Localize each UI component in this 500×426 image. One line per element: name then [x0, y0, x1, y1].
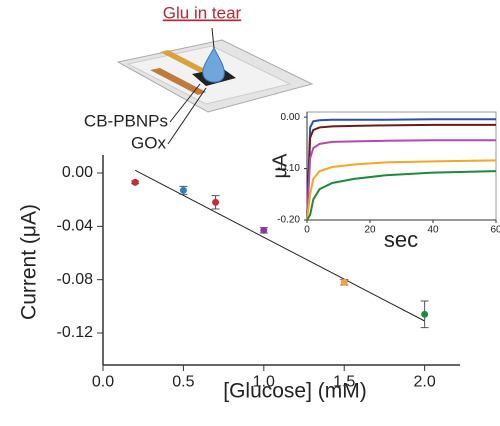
x-tick-label: 60: [490, 225, 500, 236]
device-illustration: [116, 27, 314, 145]
callout-line: [169, 83, 201, 123]
annotation: Glu in tear: [163, 3, 242, 22]
data-point: [212, 198, 220, 206]
x-tick-label: 0.0: [92, 373, 114, 390]
y-tick-label: 0.00: [62, 164, 93, 181]
line-series: [306, 170, 497, 221]
y-tick-label: -0.12: [57, 324, 94, 341]
x-axis-title: [Glucose] (mM): [223, 380, 367, 403]
y-axis-title: μA: [269, 153, 291, 179]
line-series: [306, 123, 496, 221]
callout-line: [211, 27, 215, 49]
electrode-strip: [150, 68, 206, 95]
x-tick-label: 40: [427, 225, 439, 236]
x-axis-title: sec: [384, 227, 418, 252]
line-series: [306, 159, 497, 221]
data-point: [340, 278, 348, 286]
data-point: [260, 226, 268, 234]
data-point: [421, 310, 429, 318]
line-series: [306, 118, 496, 221]
fit-line: [134, 169, 425, 322]
y-tick-label: -0.04: [57, 218, 94, 235]
data-point: [179, 186, 187, 194]
data-point: [131, 178, 139, 186]
y-axis-title: Current (μA): [18, 204, 41, 320]
y-tick-label: 0.00: [281, 112, 301, 123]
x-tick-label: 0: [304, 225, 310, 236]
x-tick-label: 1.0: [253, 373, 275, 390]
x-tick-label: 20: [364, 225, 376, 236]
x-tick-label: 0.5: [172, 373, 194, 390]
y-tick-label: -0.20: [277, 215, 300, 226]
annotation: GOx: [131, 133, 166, 152]
x-tick-label: 1.5: [333, 373, 355, 390]
line-series: [306, 139, 496, 221]
x-tick-label: 2.0: [413, 373, 435, 390]
callout-line: [167, 87, 207, 145]
y-tick-label: -0.10: [277, 163, 300, 174]
tear-drop: [202, 46, 225, 83]
y-tick-label: -0.08: [57, 271, 94, 288]
annotation: CB-PBNPs: [84, 111, 168, 130]
